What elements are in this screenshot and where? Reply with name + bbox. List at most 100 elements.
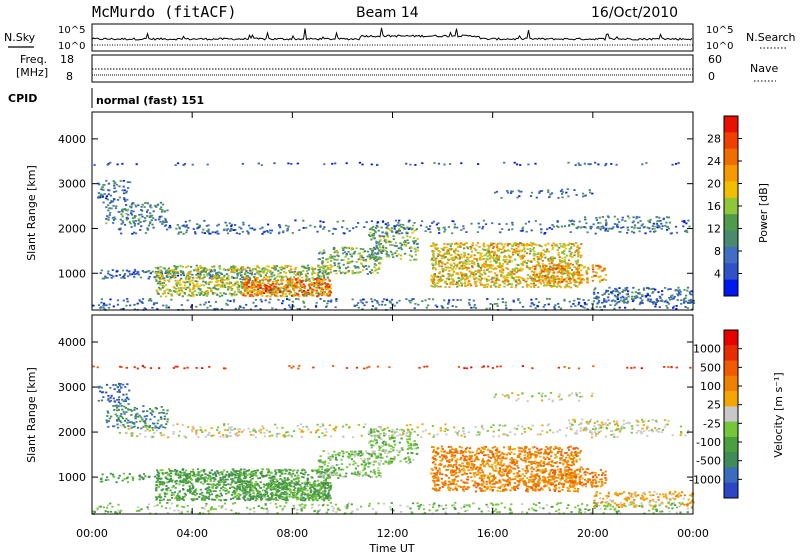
power-cell: [209, 270, 212, 273]
power-cell: [385, 240, 388, 243]
power-cell: [268, 275, 271, 278]
power-cell: [502, 245, 505, 248]
power-cell: [616, 295, 619, 298]
power-cell: [371, 250, 374, 253]
velocity-cell: [222, 483, 225, 486]
power-cell: [348, 262, 351, 264]
power-cell: [510, 271, 513, 274]
power-cell: [514, 258, 517, 261]
power-cell: [321, 291, 324, 294]
power-cell: [553, 257, 556, 260]
power-cell: [461, 243, 464, 246]
power-cell: [314, 304, 318, 307]
power-cell: [530, 261, 533, 263]
velocity-cell: [195, 479, 198, 481]
power-cell: [188, 283, 192, 285]
power-cell: [589, 225, 592, 228]
power-cell: [525, 262, 528, 264]
power-cell: [149, 212, 152, 215]
power-cell: [97, 182, 100, 185]
power-cell: [192, 228, 195, 230]
power-cell: [430, 245, 433, 247]
power-cell: [245, 284, 248, 286]
power-cell: [406, 235, 409, 238]
freq-tick-low: 8: [66, 70, 73, 83]
power-cell: [421, 220, 424, 223]
power-cell: [440, 254, 443, 257]
power-cell: [640, 224, 643, 227]
power-cell: [321, 252, 324, 255]
power-cell: [460, 282, 463, 284]
power-cell: [215, 272, 218, 274]
velocity-cell: [279, 471, 282, 473]
power-cell: [605, 221, 608, 224]
velocity-cell: [169, 489, 172, 492]
power-cell: [448, 270, 451, 272]
power-cell: [294, 219, 297, 222]
power-cell: [501, 265, 504, 267]
power-cell: [346, 262, 349, 265]
power-cell: [275, 281, 279, 284]
power-cell: [251, 269, 254, 272]
power-cell: [320, 290, 323, 292]
power-cell: [535, 298, 538, 300]
power-cell: [267, 287, 270, 290]
power-cell: [637, 288, 640, 291]
power-cell: [319, 280, 323, 283]
power-cell: [515, 247, 518, 250]
velocity-cell: [309, 483, 312, 486]
power-cell: [537, 244, 540, 246]
power-cell: [328, 278, 331, 281]
velocity-cell: [261, 468, 264, 471]
power-cell: [301, 285, 304, 288]
power-cell: [346, 260, 349, 263]
power-cell: [246, 282, 249, 284]
power-cell: [377, 229, 380, 232]
velocity-cell: [243, 474, 246, 476]
power-cell: [191, 279, 194, 282]
power-cell: [306, 264, 309, 267]
power-cell: [335, 300, 338, 302]
power-cell: [443, 299, 446, 302]
power-cell: [655, 216, 658, 218]
power-cell: [190, 265, 193, 268]
power-cell: [548, 268, 551, 271]
power-cell: [585, 270, 588, 272]
power-cell: [658, 226, 661, 229]
power-cell: [103, 193, 106, 195]
power-cell: [242, 223, 245, 226]
power-cell: [214, 287, 217, 290]
velocity-cell: [155, 487, 158, 489]
power-cell: [164, 217, 167, 220]
power-cell: [369, 248, 372, 250]
power-cell: [313, 272, 316, 274]
power-cell: [211, 231, 214, 234]
power-cell: [521, 229, 524, 232]
power-cell: [173, 276, 176, 278]
velocity-cell: [200, 481, 203, 484]
power-cell: [592, 223, 595, 226]
power-cell: [226, 304, 229, 306]
power-cell: [322, 264, 325, 267]
power-cell: [614, 287, 617, 290]
velocity-cell: [139, 475, 142, 478]
power-cell: [571, 223, 574, 225]
power-cell: [568, 242, 571, 245]
power-cell: [147, 277, 150, 280]
power-cell: [433, 283, 436, 285]
power-cell: [518, 195, 521, 198]
power-cell: [278, 231, 281, 234]
power-cell: [146, 270, 149, 273]
velocity-cell: [252, 470, 255, 473]
power-cell: [448, 248, 451, 250]
power-cell: [267, 265, 270, 268]
velocity-cell: [255, 481, 258, 483]
power-cell: [395, 249, 398, 252]
power-cell: [133, 231, 136, 234]
velocity-cell: [214, 490, 217, 493]
power-cell: [324, 271, 327, 274]
power-cell: [150, 299, 153, 302]
power-cell: [588, 163, 591, 166]
power-cell: [632, 308, 636, 311]
power-cell: [669, 288, 672, 290]
